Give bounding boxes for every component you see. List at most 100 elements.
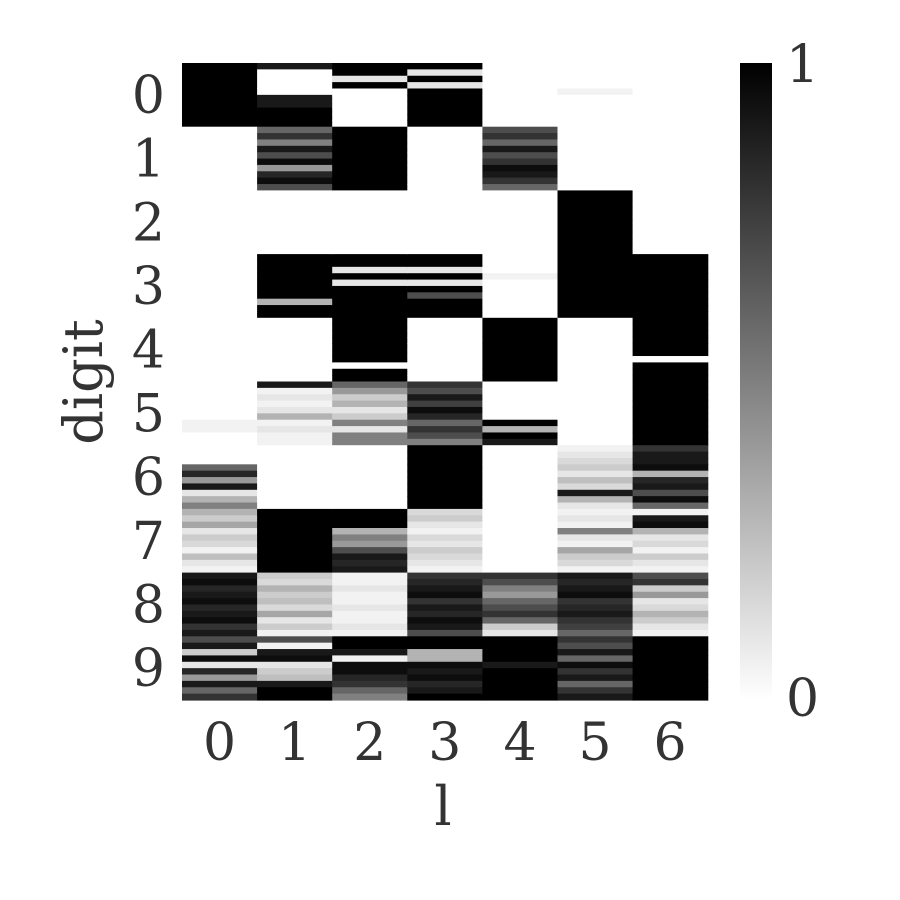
heatmap-cell [182, 285, 258, 293]
y-tick-label: 6 [132, 448, 165, 508]
heatmap-cell [407, 336, 483, 344]
heatmap-cell [257, 604, 333, 612]
heatmap-cell [407, 82, 483, 90]
heatmap-cell [257, 610, 333, 618]
heatmap-cell [407, 496, 483, 504]
heatmap-cell [182, 515, 258, 523]
heatmap-cell [632, 215, 709, 223]
heatmap-cell [557, 432, 634, 440]
colorbar [740, 63, 772, 700]
heatmap-cell [407, 387, 483, 395]
heatmap-cell [257, 559, 333, 567]
heatmap-cell [257, 502, 333, 510]
heatmap-cell [332, 445, 408, 453]
heatmap-cell [482, 566, 559, 574]
heatmap-cell [257, 496, 333, 504]
heatmap-cell [632, 254, 709, 262]
heatmap-cell [257, 362, 333, 370]
heatmap-cell [482, 547, 559, 555]
heatmap-cell [557, 152, 634, 160]
heatmap-cell [557, 247, 634, 255]
heatmap-cell [632, 158, 709, 166]
heatmap-cell [182, 298, 258, 306]
heatmap-cell [632, 88, 709, 96]
heatmap-cell [407, 438, 483, 446]
heatmap-cell [182, 604, 258, 612]
heatmap-cell [182, 69, 258, 77]
heatmap-cell [332, 649, 408, 657]
heatmap-cell [257, 279, 333, 287]
heatmap-cell [182, 496, 258, 504]
heatmap-cell [632, 693, 709, 701]
heatmap-cell [557, 266, 634, 274]
heatmap-cell [332, 617, 408, 625]
heatmap-cell [332, 368, 408, 376]
heatmap-cell [407, 305, 483, 313]
heatmap-cell [332, 483, 408, 491]
heatmap-cell [557, 381, 634, 389]
heatmap-cell [632, 636, 709, 644]
heatmap-cell [407, 636, 483, 644]
heatmap-cell [332, 387, 408, 395]
heatmap-cell [482, 674, 559, 682]
heatmap-cell [182, 457, 258, 465]
heatmap-cell [332, 292, 408, 300]
heatmap-cell [632, 209, 709, 217]
heatmap-cell [332, 152, 408, 160]
heatmap-cell [482, 88, 559, 96]
heatmap-cell [407, 642, 483, 650]
heatmap-cell [257, 400, 333, 408]
colorbar-min-label: 0 [786, 669, 819, 729]
heatmap-cell [482, 298, 559, 306]
x-tick-label: 1 [278, 713, 311, 773]
heatmap-cell [482, 375, 559, 383]
heatmap-cell [257, 394, 333, 402]
heatmap-cell [557, 572, 634, 580]
heatmap-cell [482, 368, 559, 376]
heatmap-cell [407, 196, 483, 204]
heatmap-cell [407, 591, 483, 599]
heatmap-cell [482, 113, 559, 121]
heatmap-cell [257, 387, 333, 395]
heatmap-cell [407, 406, 483, 414]
heatmap-cell [257, 336, 333, 344]
heatmap-cell [407, 547, 483, 555]
heatmap-cell [632, 623, 709, 631]
heatmap-cell [557, 273, 634, 281]
heatmap-cell [407, 254, 483, 262]
heatmap-cell [407, 356, 483, 363]
heatmap-cell [482, 426, 559, 434]
heatmap-cell [407, 629, 483, 637]
heatmap-cell [257, 234, 333, 242]
heatmap-cell [332, 591, 408, 599]
heatmap-cell [632, 655, 709, 663]
heatmap-cell [257, 406, 333, 414]
heatmap-cell [557, 336, 634, 344]
heatmap-cell [332, 451, 408, 459]
heatmap-cell [332, 88, 408, 96]
heatmap-cell [632, 164, 709, 172]
heatmap-cell [257, 368, 333, 376]
heatmap-cell [257, 203, 333, 211]
heatmap-cell [557, 668, 634, 676]
heatmap-cell [182, 222, 258, 230]
heatmap-cell [557, 629, 634, 637]
heatmap-cell [632, 419, 709, 427]
heatmap-cell [182, 107, 258, 115]
heatmap-cell [482, 184, 559, 191]
heatmap-cell [257, 190, 333, 198]
heatmap-cell [257, 133, 333, 141]
heatmap-cell [332, 196, 408, 204]
heatmap-cell [482, 203, 559, 211]
heatmap-cell [632, 266, 709, 274]
heatmap-cell [407, 413, 483, 421]
heatmap-cell [482, 508, 559, 516]
heatmap-cell [557, 94, 634, 102]
heatmap-cell [557, 75, 634, 83]
heatmap-cell [257, 636, 333, 644]
heatmap-cell [632, 75, 709, 83]
heatmap-cell [482, 387, 559, 395]
heatmap-cell [482, 457, 559, 465]
heatmap-cell [557, 158, 634, 166]
